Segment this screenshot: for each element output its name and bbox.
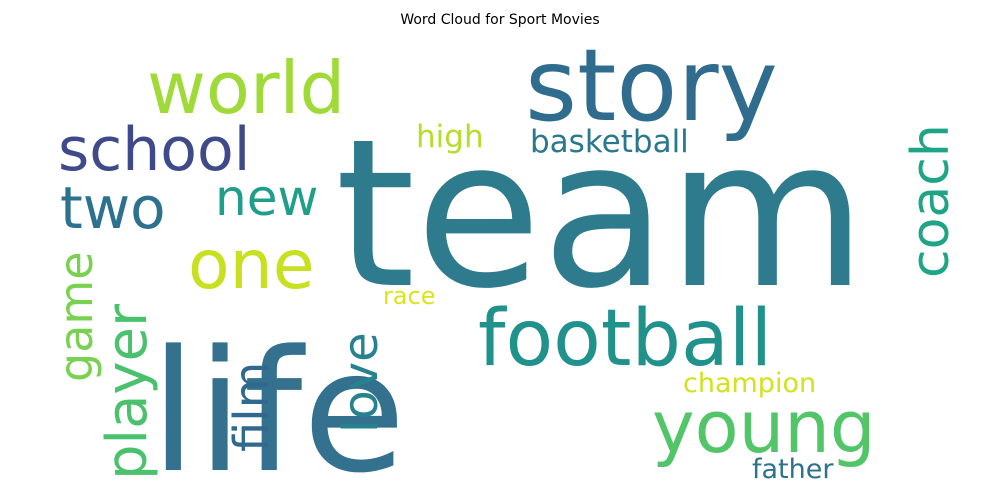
word-game: game xyxy=(49,252,103,383)
word-new: new xyxy=(215,169,318,227)
word-two: two xyxy=(60,174,166,242)
word-film: film xyxy=(224,362,280,452)
word-player: player xyxy=(95,303,160,480)
word-school: school xyxy=(58,115,250,185)
word-football: football xyxy=(478,294,772,384)
word-life: life xyxy=(150,314,406,500)
word-team: team xyxy=(335,96,867,334)
word-coach: coach xyxy=(901,124,961,278)
word-one: one xyxy=(188,226,315,305)
word-high: high xyxy=(416,119,484,155)
word-champion: champion xyxy=(683,368,816,399)
word-father: father xyxy=(752,454,834,485)
word-young: young xyxy=(652,385,876,469)
word-love: love xyxy=(333,332,389,433)
word-world: world xyxy=(147,46,345,130)
chart-title: Word Cloud for Sport Movies xyxy=(400,12,600,28)
word-race: race xyxy=(383,282,436,310)
word-story: story xyxy=(525,27,778,144)
word-basketball: basketball xyxy=(530,124,689,160)
